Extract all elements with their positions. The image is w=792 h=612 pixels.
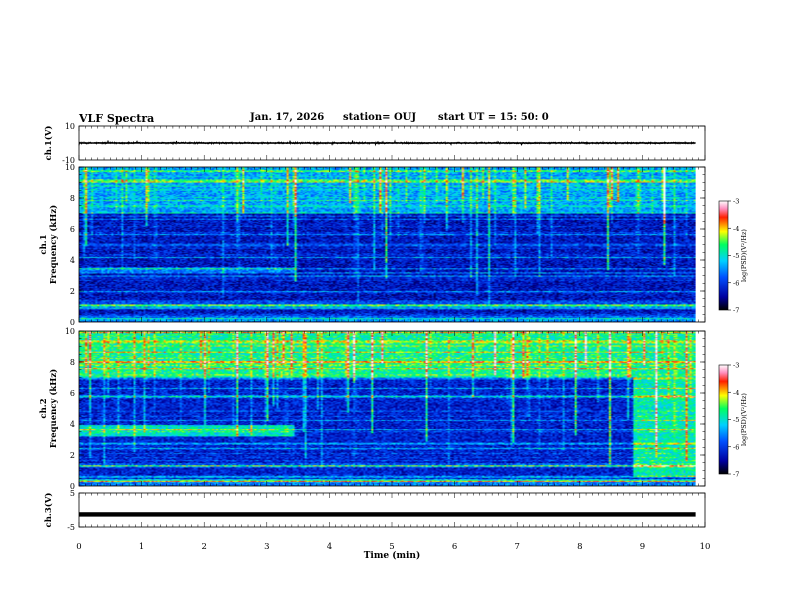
ch3-waveform-ytick-label: 5 — [70, 489, 75, 498]
ch2-spectrogram-ytick-label: 2 — [70, 451, 75, 460]
xtick-label: 9 — [640, 542, 645, 552]
ch1-spectrogram-ylabel: Frequency (kHz) — [48, 205, 59, 284]
xtick-label: 10 — [700, 542, 711, 552]
ch1-spectrogram-ytick-label: 4 — [70, 256, 75, 265]
ch2-spectrogram-colorbar-tick-label: -3 — [733, 362, 739, 370]
station-label: station= OUJ — [343, 112, 417, 123]
xtick-label: 3 — [264, 542, 269, 552]
xtick-label: 5 — [389, 542, 394, 552]
ch2-spectrogram-colorbar-tick-label: -4 — [733, 389, 739, 397]
ch2-spectrogram-ylabel: ch.2 — [39, 398, 49, 418]
chart-title: VLF Spectra — [79, 112, 155, 125]
ch1-spectrogram-colorbar-tick-label: -6 — [733, 279, 739, 287]
ch1-spectrogram-colorbar-tick-label: -7 — [733, 307, 739, 315]
ch2-spectrogram-ytick-label: 0 — [70, 482, 75, 491]
xtick-label: 0 — [76, 542, 81, 552]
ch1-waveform-ytick-label: -10 — [62, 156, 75, 165]
ch1-spectrogram-ytick-label: 0 — [70, 318, 75, 327]
ch2-spectrogram-ytick-label: 10 — [65, 327, 75, 336]
ch3-waveform-trace — [79, 512, 696, 517]
xtick-label: 6 — [452, 542, 457, 552]
ch2-spectrogram-ytick-label: 4 — [70, 420, 75, 429]
ch1-spectrogram-ytick-label: 8 — [70, 194, 75, 203]
ch1-waveform-ytick-label: 10 — [65, 122, 75, 131]
ch1-spectrogram-colorbar-tick-label: -4 — [733, 225, 739, 233]
ch1-spectrogram-ytick-label: 10 — [65, 163, 75, 172]
xtick-label: 7 — [514, 542, 519, 552]
ch1-spectrogram-ytick-label: 2 — [70, 287, 75, 296]
ch1-spectrogram-colorbar-label: log(PSD)(V²/Hz) — [740, 229, 748, 282]
ch2-spectrogram-colorbar-tick-label: -6 — [733, 443, 739, 451]
ch3-waveform-frame — [78, 492, 706, 528]
ch2-spectrogram-colorbar-tick-label: -5 — [733, 416, 739, 424]
ch1-waveform-ylabel: ch.1(V) — [43, 126, 54, 161]
ch2-spectrogram-colorbar — [718, 364, 729, 475]
ch2-spectrogram-image — [79, 331, 696, 486]
date-label: Jan. 17, 2026 — [250, 112, 325, 123]
xtick-label: 4 — [327, 542, 332, 552]
ch2-spectrogram-ytick-label: 6 — [70, 389, 75, 398]
ch1-spectrogram-colorbar-tick-label: -3 — [733, 198, 739, 206]
ch1-spectrogram-colorbar-tick-label: -5 — [733, 252, 739, 260]
start-time-label: start UT = 15: 50: 0 — [438, 112, 549, 123]
xaxis-label: Time (min) — [364, 550, 421, 561]
ch2-spectrogram-ylabel: Frequency (kHz) — [48, 369, 59, 448]
ch1-spectrogram-ylabel: ch.1 — [39, 234, 49, 254]
ch1-spectrogram-colorbar — [718, 200, 729, 311]
ch1-spectrogram-image — [79, 167, 696, 322]
xtick-label: 1 — [139, 542, 144, 552]
ch3-waveform-ytick-label: -5 — [67, 523, 75, 532]
ch2-spectrogram-ytick-label: 8 — [70, 358, 75, 367]
ch2-spectrogram-colorbar-tick-label: -7 — [733, 471, 739, 479]
xtick-label: 2 — [201, 542, 206, 552]
ch2-spectrogram-colorbar-label: log(PSD)(V²/Hz) — [740, 393, 748, 446]
ch1-spectrogram-ytick-label: 6 — [70, 225, 75, 234]
xtick-label: 8 — [577, 542, 582, 552]
ch3-waveform-ylabel: ch.3(V) — [43, 493, 54, 528]
